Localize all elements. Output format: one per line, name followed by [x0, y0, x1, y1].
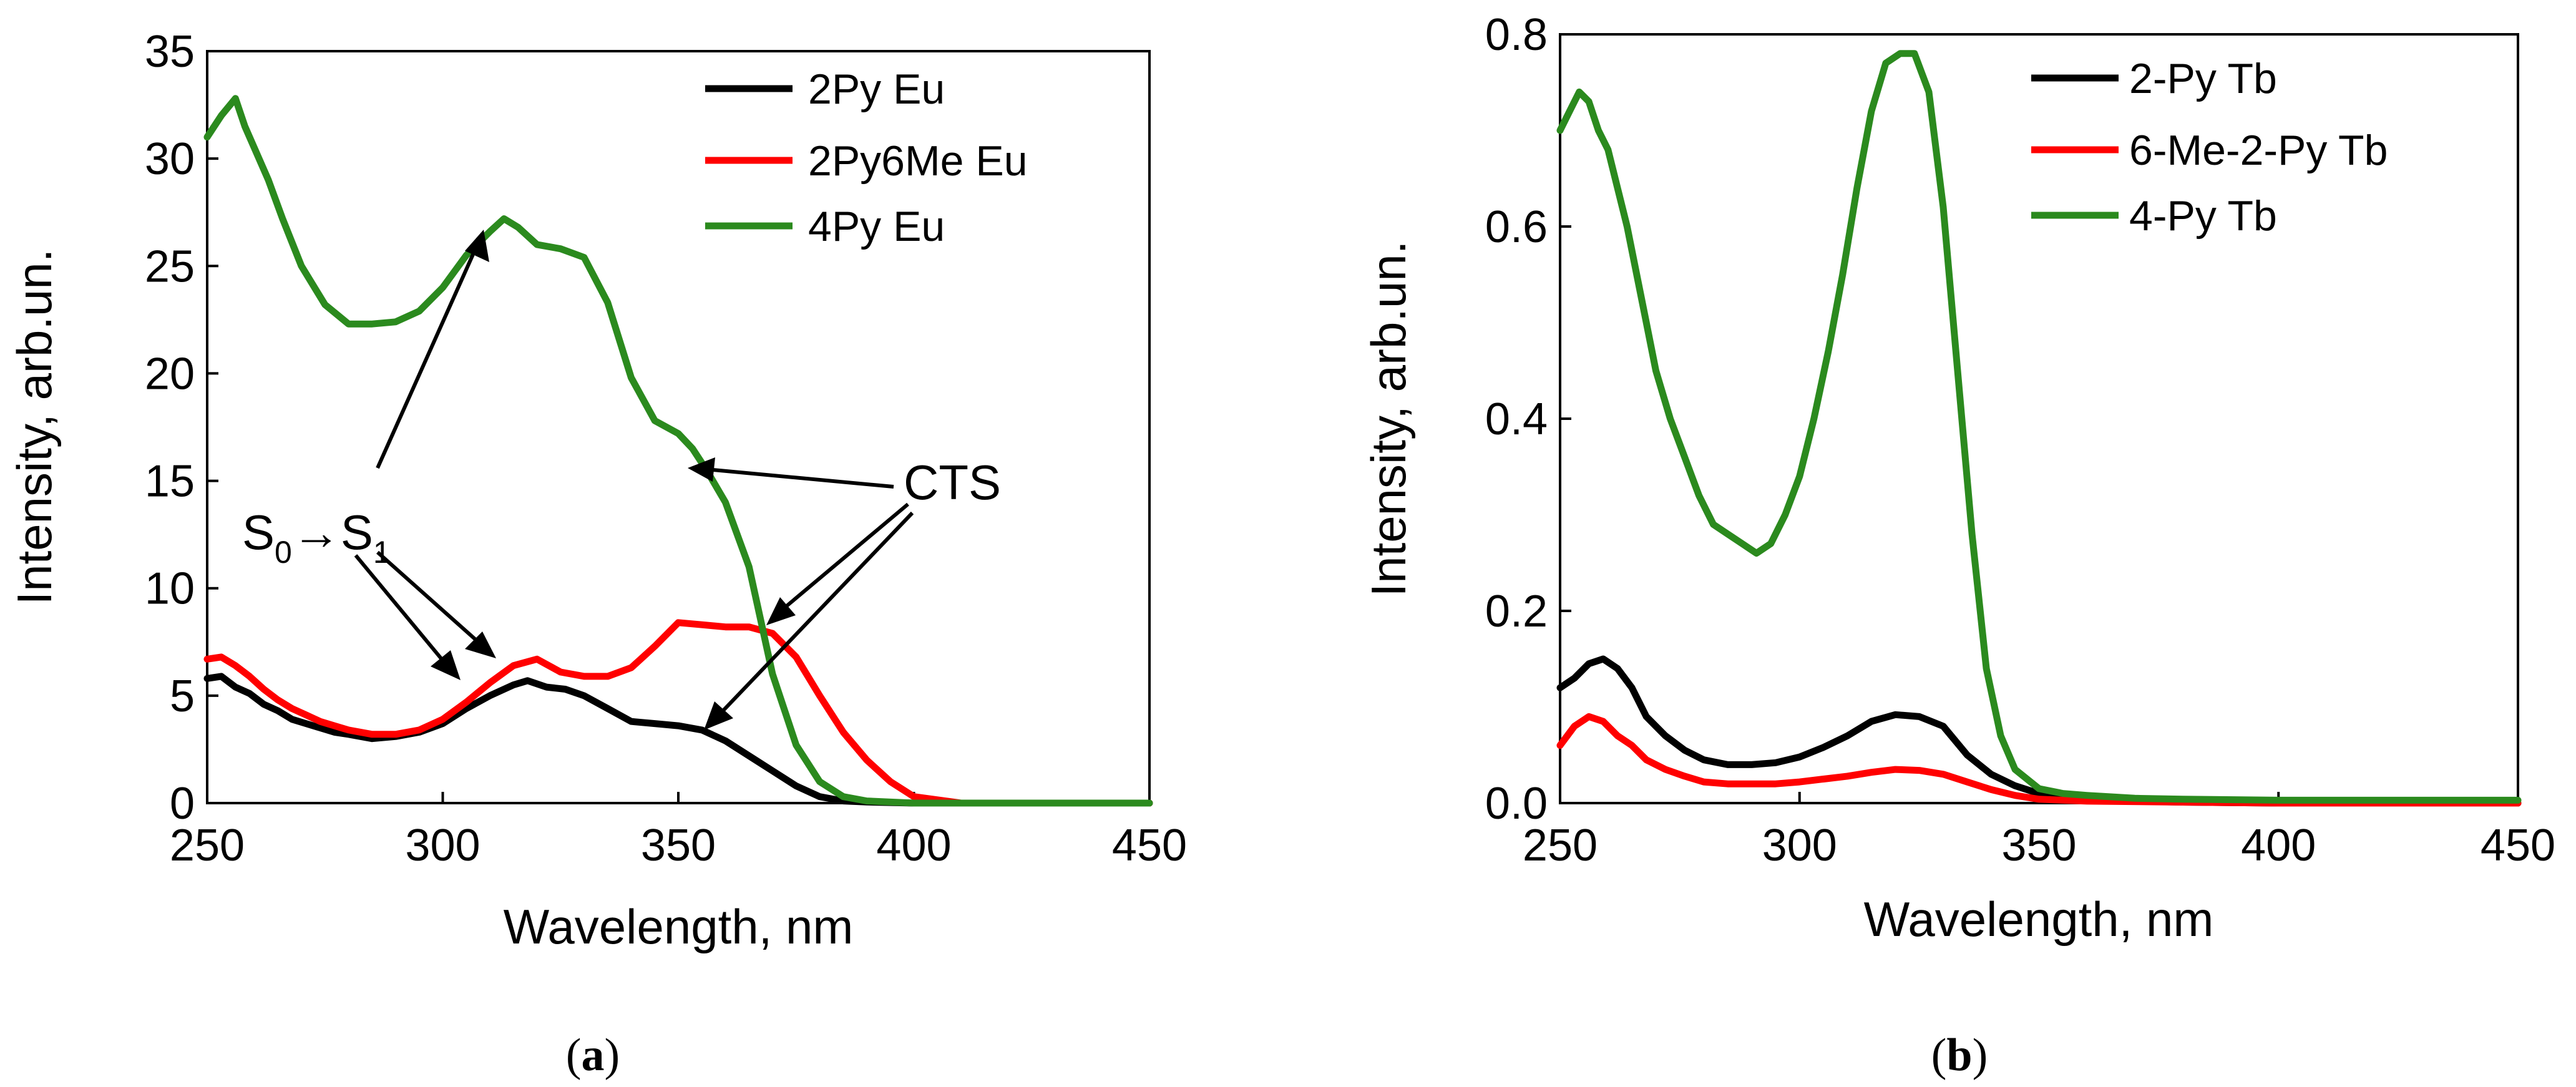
annotation-s-label: S	[242, 505, 275, 560]
arrowhead-s0s1-to-2py6me	[465, 631, 496, 658]
panel-b-y-axis-title: Intensity, arb.un.	[1361, 241, 1416, 597]
annotation-s-label-2: S	[341, 505, 373, 560]
panel-a-annotation-arrows	[354, 230, 914, 730]
panel-a-x-tick-label: 350	[641, 821, 716, 870]
arrow-cts-to-2py6me	[779, 502, 909, 613]
series-line-2py-eu	[203, 673, 1153, 807]
arrowhead-cts-to-2py6me	[766, 597, 796, 625]
panel-b-y-tick-label: 0.2	[1485, 587, 1548, 636]
annotation-arrow-glyph: →	[292, 505, 341, 560]
panel-a-caption: (a)	[566, 1030, 620, 1081]
panel-a-y-tick-label: 5	[170, 671, 195, 721]
panel-a-legend: 2Py Eu 2Py6Me Eu 4Py Eu	[705, 66, 1028, 250]
panel-a-y-tick-label: 35	[145, 27, 195, 77]
series-line-4py-eu	[203, 95, 1153, 807]
panel-b-x-tick-label: 300	[1762, 821, 1837, 870]
series-line-4-py-tb	[1556, 50, 2522, 804]
panel-a-y-tick-label: 25	[145, 241, 195, 291]
svg-text:S0→S1: S0→S1	[242, 505, 391, 570]
arrow-cts-to-2py	[716, 511, 914, 718]
legend-label-2py-eu: 2Py Eu	[808, 66, 945, 113]
arrowhead-s0s1-to-2py	[431, 650, 461, 680]
series-line-2py6me-eu	[203, 619, 1153, 807]
panel-b-x-tick-label: 450	[2481, 821, 2555, 870]
panel-a-y-tick-label: 0	[170, 779, 195, 829]
arrowhead-cts-to-2py	[704, 701, 733, 730]
legend-label-2py6me-eu: 2Py6Me Eu	[808, 137, 1028, 185]
panel-a-y-tick-label: 30	[145, 134, 195, 184]
panel-b-x-tick-label: 400	[2241, 821, 2316, 870]
panel-b-y-tick-label: 0.8	[1485, 10, 1548, 60]
panel-a-x-tick-label: 450	[1112, 821, 1187, 870]
arrow-s0s1-to-4py	[376, 243, 479, 469]
panel-a-x-tick-label: 400	[876, 821, 951, 870]
panel-b-x-tick-label: 250	[1523, 821, 1598, 870]
legend-label-4-py-tb: 4-Py Tb	[2129, 192, 2277, 240]
panel-b-legend: 2-Py Tb 6-Me-2-Py Tb 4-Py Tb	[2031, 55, 2388, 240]
annotation-s-subscript: 0	[275, 535, 292, 570]
panel-a-y-tick-label: 20	[145, 349, 195, 399]
arrowhead-s0s1-to-4py	[465, 230, 489, 262]
legend-label-2-py-tb: 2-Py Tb	[2129, 55, 2277, 102]
panel-b-y-tick-label: 0.4	[1485, 394, 1548, 444]
arrowhead-cts-to-4py	[688, 457, 715, 482]
panel-a-x-axis-title: Wavelength, nm	[504, 899, 854, 954]
panel-a-annotation-cts: CTS	[904, 455, 1001, 510]
annotation-s-subscript-2: 1	[373, 535, 391, 570]
panel-b-x-tick-label: 350	[2001, 821, 2076, 870]
panel-a-y-tick-label: 15	[145, 457, 195, 507]
arrow-cts-to-4py	[706, 467, 894, 489]
panel-a-x-tick-label: 250	[170, 821, 245, 870]
panel-b-x-axis-title: Wavelength, nm	[1864, 892, 2214, 947]
panel-b: 250 300 350 400 450 0.0 0.2 0.4 0.6 0.8 Wavelengt…	[1361, 10, 2555, 1081]
legend-label-6-me-2-py-tb: 6-Me-2-Py Tb	[2129, 127, 2388, 174]
panel-b-caption: (b)	[1931, 1030, 1988, 1081]
panel-a-y-axis-title: Intensity, arb.un.	[7, 249, 62, 605]
series-line-6-me-2-py-tb	[1556, 713, 2522, 807]
arrow-s0s1-to-2py	[354, 554, 448, 666]
legend-label-4py-eu: 4Py Eu	[808, 203, 945, 250]
arrow-s0s1-to-2py6me	[376, 550, 482, 646]
panel-a-annotation-s0-s1: S0→S1	[242, 505, 391, 570]
panel-b-y-tick-label: 0.6	[1485, 202, 1548, 252]
panel-a-y-tick-label: 10	[145, 564, 195, 614]
panel-b-y-tick-label: 0.0	[1485, 779, 1548, 829]
panel-a-x-tick-label: 300	[405, 821, 480, 870]
